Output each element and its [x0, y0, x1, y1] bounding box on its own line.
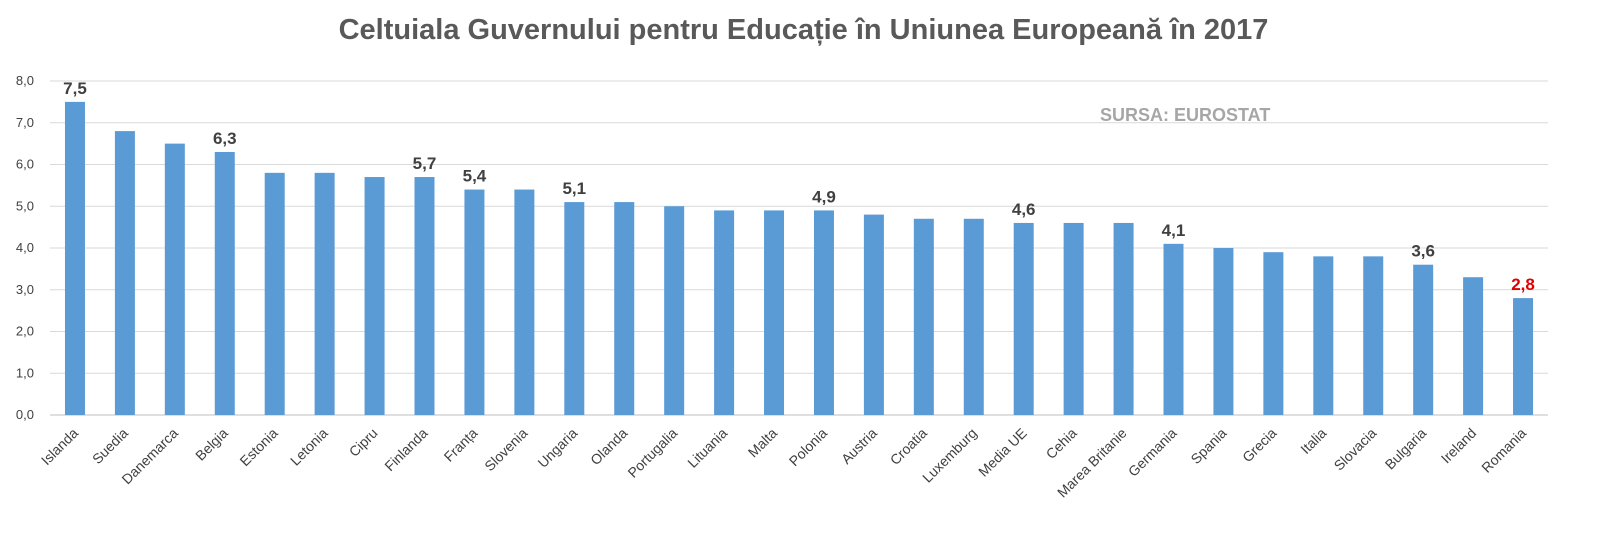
x-tick-label: Olanda — [587, 425, 630, 468]
x-tick-label: Media UE — [975, 425, 1030, 480]
bar — [1263, 252, 1284, 415]
bar — [963, 218, 984, 415]
bar — [164, 143, 185, 415]
bar — [464, 189, 485, 415]
data-label: 4,6 — [1012, 200, 1036, 219]
bar — [264, 172, 285, 415]
y-tick-label: 6,0 — [16, 157, 34, 172]
x-tick-label: Cipru — [346, 425, 381, 460]
bar — [1313, 256, 1334, 415]
x-tick-label: Grecia — [1239, 425, 1280, 466]
bar — [1413, 264, 1434, 415]
bar — [1063, 222, 1084, 415]
bar — [64, 101, 85, 415]
gridlines — [50, 80, 1548, 416]
bar — [664, 206, 685, 415]
y-tick-label: 8,0 — [16, 73, 34, 88]
x-tick-label: Romania — [1478, 425, 1529, 476]
x-tick-label: Ungaria — [534, 425, 580, 471]
bar — [863, 214, 884, 415]
source-note: SURSA: EUROSTAT — [1100, 105, 1270, 125]
bar — [614, 202, 635, 415]
data-labels: 7,5 6,3 5,7 5,4 5,1 4,9 4,6 4,1 3,6 2,8 — [63, 79, 1535, 294]
data-label: 6,3 — [213, 129, 237, 148]
bar — [314, 172, 335, 415]
x-tick-label: Malta — [745, 425, 781, 461]
y-tick-label: 1,0 — [16, 365, 34, 380]
y-tick-label: 0,0 — [16, 407, 34, 422]
x-tick-label: Bulgaria — [1382, 425, 1430, 473]
data-label: 2,8 — [1511, 275, 1535, 294]
bars — [64, 101, 1534, 415]
x-tick-label: Ireland — [1438, 425, 1480, 467]
bar — [364, 177, 385, 415]
data-label: 5,4 — [463, 167, 487, 186]
data-label: 4,1 — [1162, 221, 1186, 240]
x-tick-label: Italia — [1297, 425, 1329, 457]
data-label: 4,9 — [812, 187, 836, 206]
x-tick-label: Croatia — [887, 425, 930, 468]
x-tick-label: Suedia — [89, 425, 131, 467]
y-axis-ticks: 0,0 1,0 2,0 3,0 4,0 5,0 6,0 7,0 8,0 — [16, 73, 34, 422]
x-tick-label: Polonia — [786, 425, 830, 469]
bar — [1513, 298, 1534, 415]
x-tick-label: Estonia — [236, 425, 280, 469]
x-tick-label: Lituania — [684, 425, 730, 471]
x-tick-label: Finlanda — [381, 425, 430, 474]
y-tick-label: 5,0 — [16, 198, 34, 213]
bar — [1013, 222, 1034, 415]
x-tick-label: Germania — [1125, 425, 1180, 480]
bar — [813, 210, 834, 415]
x-tick-label: Slovenia — [481, 425, 530, 474]
y-tick-label: 2,0 — [16, 324, 34, 339]
bar — [1113, 222, 1134, 415]
x-tick-label: Franța — [441, 425, 481, 465]
data-label: 5,7 — [413, 154, 437, 173]
y-tick-label: 4,0 — [16, 240, 34, 255]
bar — [214, 151, 235, 415]
x-tick-label: Slovacia — [1331, 425, 1380, 474]
data-label: 5,1 — [562, 179, 586, 198]
chart-title: Celtuiala Guvernului pentru Educație în … — [338, 14, 1269, 46]
y-tick-label: 7,0 — [16, 115, 34, 130]
bar — [414, 177, 435, 415]
x-tick-label: Austria — [838, 425, 880, 467]
bar — [564, 202, 585, 415]
x-tick-label: Cehia — [1043, 425, 1080, 462]
bar — [1363, 256, 1384, 415]
x-tick-label: Belgia — [192, 425, 231, 464]
data-label: 3,6 — [1411, 242, 1435, 261]
bar — [514, 189, 535, 415]
x-tick-label: Luxemburg — [919, 425, 980, 486]
bar — [114, 131, 135, 415]
y-tick-label: 3,0 — [16, 282, 34, 297]
data-label: 7,5 — [63, 79, 87, 98]
bar — [764, 210, 785, 415]
x-tick-label: Portugalia — [624, 425, 680, 481]
bar — [714, 210, 735, 415]
bar — [1213, 248, 1234, 415]
bar — [913, 218, 934, 415]
x-tick-label: Spania — [1187, 425, 1229, 467]
x-tick-label: Islanda — [38, 425, 81, 468]
bar — [1163, 243, 1184, 415]
bar — [1463, 277, 1484, 415]
x-tick-label: Letonia — [287, 425, 331, 469]
